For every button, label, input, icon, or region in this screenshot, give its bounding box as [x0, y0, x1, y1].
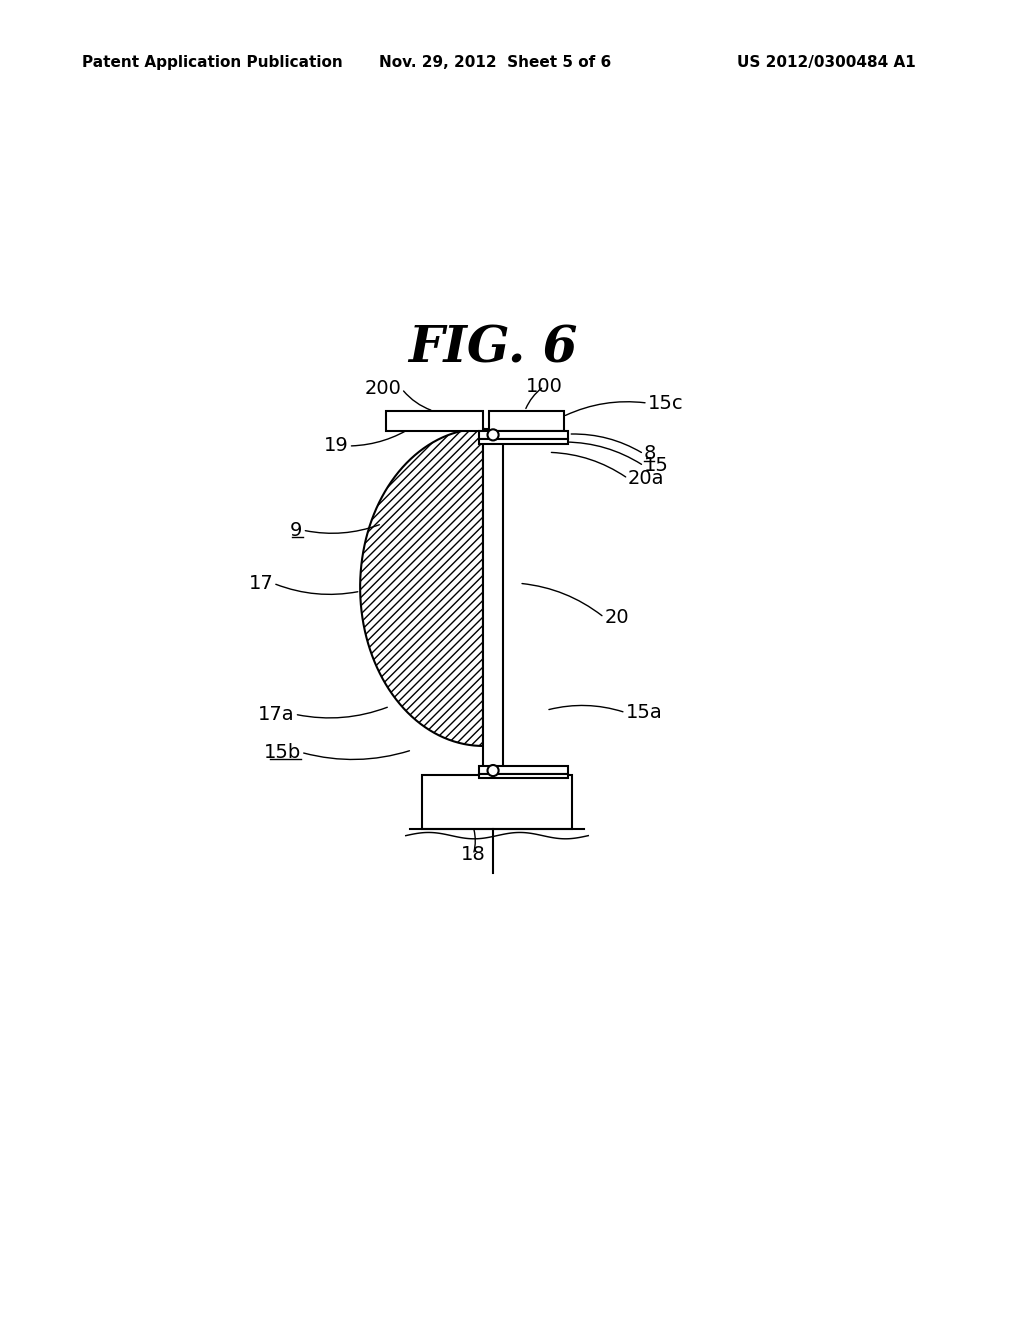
Bar: [386, 411, 482, 430]
Text: 15b: 15b: [264, 743, 301, 762]
Text: 15a: 15a: [626, 704, 663, 722]
Text: 18: 18: [461, 845, 485, 865]
Bar: [479, 774, 568, 779]
Text: Patent Application Publication: Patent Application Publication: [82, 55, 343, 70]
Bar: [479, 766, 568, 774]
Bar: [479, 438, 568, 444]
Text: 200: 200: [365, 379, 401, 399]
Bar: [386, 411, 482, 430]
Text: 20a: 20a: [628, 469, 665, 488]
Circle shape: [487, 429, 499, 441]
Polygon shape: [360, 429, 483, 746]
Text: 100: 100: [525, 378, 562, 396]
Text: Nov. 29, 2012  Sheet 5 of 6: Nov. 29, 2012 Sheet 5 of 6: [379, 55, 611, 70]
Circle shape: [487, 766, 499, 776]
Text: 19: 19: [324, 437, 348, 455]
Bar: [422, 775, 572, 829]
Bar: [483, 429, 503, 774]
Text: 17a: 17a: [258, 705, 295, 723]
Text: 17: 17: [249, 574, 273, 593]
Text: 15c: 15c: [648, 393, 683, 413]
Text: 8: 8: [644, 445, 656, 463]
Text: 20: 20: [604, 609, 629, 627]
Bar: [489, 411, 564, 430]
Bar: [483, 429, 503, 774]
Text: US 2012/0300484 A1: US 2012/0300484 A1: [737, 55, 916, 70]
Text: FIG. 6: FIG. 6: [409, 325, 578, 374]
Bar: [479, 430, 568, 438]
Bar: [489, 411, 564, 430]
Text: 15: 15: [644, 457, 669, 475]
Text: 9: 9: [290, 520, 303, 540]
Bar: [422, 775, 572, 829]
